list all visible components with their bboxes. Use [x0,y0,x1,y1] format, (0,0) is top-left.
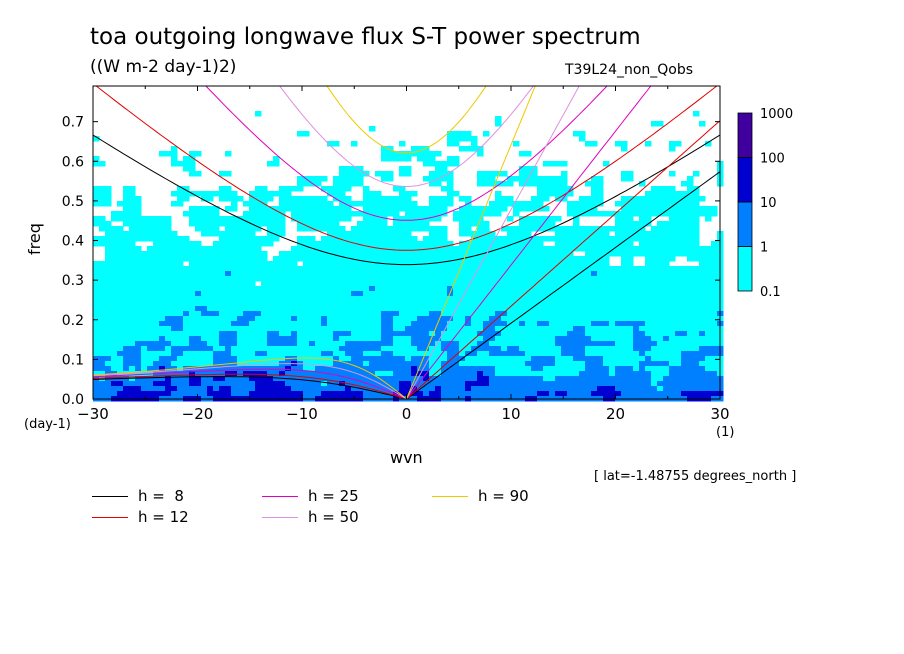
legend-label: h = 90 [478,487,529,505]
legend-label: h = 8 [138,487,184,505]
legend-label: h = 25 [308,487,359,505]
colorbar-swatch [737,112,753,158]
legend-swatch [92,516,128,518]
dispersion-curve-h50 [279,86,534,188]
colorbar-swatch [737,157,753,203]
x-tick-label: 30 [710,405,729,423]
colorbar-swatch [737,201,753,247]
run-name: T39L24_non_Qobs [565,62,694,78]
legend-swatch [92,495,128,497]
legend-swatch [262,516,298,518]
x-tick-label: 20 [606,405,625,423]
dispersion-curve-h50 [406,86,580,399]
x-tick-label: 10 [501,405,520,423]
dispersion-curve-h12 [93,373,407,399]
legend-item-h90: h = 90 [432,487,529,505]
colorbar-label: 1 [760,241,768,256]
dispersion-curve-h90 [326,86,487,154]
dispersion-curve-h25 [205,86,608,221]
x-axis-label: wvn [390,448,423,467]
y-axis-label: freq [25,223,44,255]
legend-label: h = 12 [138,508,189,526]
y-tick-label: 0.4 [62,234,84,250]
dispersion-curve-h50 [93,363,407,399]
x-tick-label: 0 [402,405,412,423]
y-axis-unit: (day-1) [24,417,71,432]
colorbar-label: 100 [760,152,785,167]
dispersion-curve-h12 [95,86,718,251]
dispersion-curve-h8 [93,376,407,399]
dispersion-curve-h8 [93,134,720,266]
dispersion-curve-h8 [406,171,720,399]
legend-swatch [262,495,298,497]
y-tick-label: 0.5 [62,194,84,210]
x-axis-unit: (1) [716,425,735,440]
dispersion-curve-h25 [93,368,407,399]
x-tick-label: −30 [77,405,109,423]
dispersion-curve-h90 [406,86,536,399]
latitude-annotation: [ lat=-1.48755 degrees_north ] [594,469,797,484]
x-tick-label: −20 [182,405,214,423]
chart-title: toa outgoing longwave flux S-T power spe… [90,24,641,50]
chart-units: ((W m-2 day-1)2) [90,57,237,77]
dispersion-curve-h90 [93,357,407,399]
legend-item-h50: h = 50 [262,508,359,526]
colorbar-swatch [737,246,753,292]
legend-item-h8: h = 8 [92,487,184,505]
x-tick-label: −10 [286,405,318,423]
dispersion-curve-h25 [406,86,652,399]
legend-item-h12: h = 12 [92,508,189,526]
legend-swatch [432,495,468,497]
y-tick-label: 0.3 [62,273,84,289]
legend-label: h = 50 [308,508,359,526]
y-tick-label: 0.1 [62,352,84,368]
colorbar-label: 1000 [760,107,793,122]
legend-item-h25: h = 25 [262,487,359,505]
colorbar-label: 10 [760,196,777,211]
colorbar-label: 0.1 [760,285,781,300]
y-tick-label: 0.6 [62,154,84,170]
y-tick-label: 0.0 [62,392,84,408]
y-tick-label: 0.2 [62,313,84,329]
dispersion-curve-h12 [406,120,720,399]
y-tick-label: 0.7 [62,115,84,131]
